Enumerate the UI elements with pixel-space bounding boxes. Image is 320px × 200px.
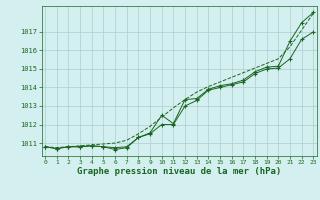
X-axis label: Graphe pression niveau de la mer (hPa): Graphe pression niveau de la mer (hPa) — [77, 167, 281, 176]
